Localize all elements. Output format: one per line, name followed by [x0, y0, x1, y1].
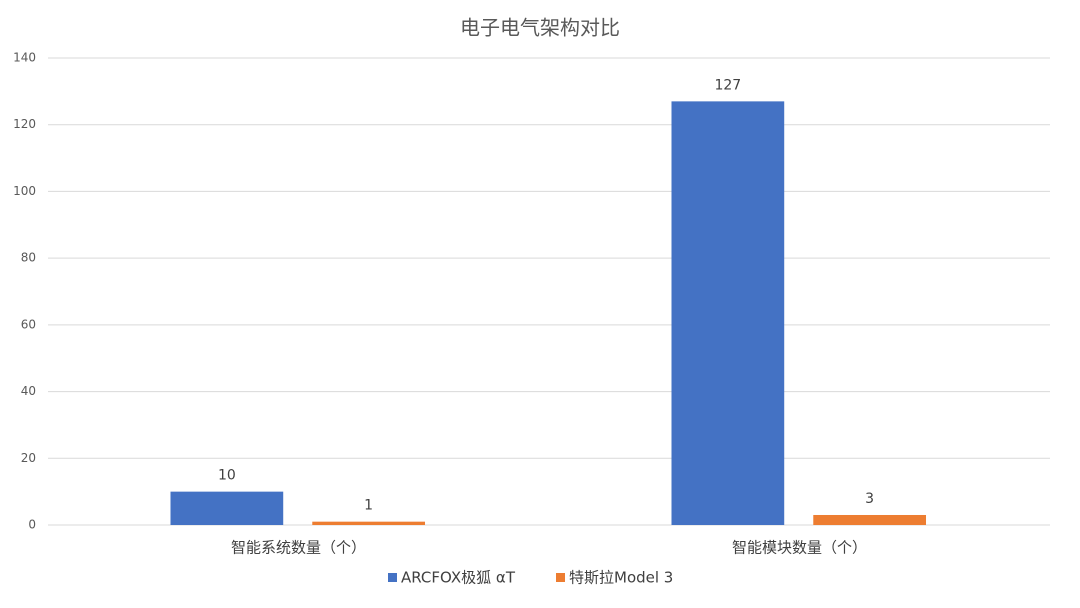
bar	[170, 491, 284, 525]
y-tick-label: 100	[13, 184, 36, 198]
bar	[671, 101, 785, 525]
y-tick-label: 20	[21, 451, 36, 465]
legend-label: 特斯拉Model 3	[569, 569, 673, 587]
data-label: 1	[364, 498, 373, 514]
chart-title: 电子电气架构对比	[460, 16, 620, 40]
x-tick-label: 智能模块数量（个）	[732, 539, 867, 557]
y-tick-label: 120	[13, 117, 36, 131]
bar	[312, 521, 426, 525]
y-tick-label: 0	[28, 518, 36, 532]
legend-swatch	[556, 573, 565, 582]
data-label: 3	[865, 491, 874, 507]
legend-label: ARCFOX极狐 αT	[401, 569, 516, 587]
y-tick-label: 60	[21, 317, 36, 331]
data-label: 127	[714, 77, 741, 93]
data-label: 10	[218, 468, 236, 484]
y-tick-label: 140	[13, 51, 36, 65]
legend-swatch	[388, 573, 397, 582]
bar	[813, 514, 927, 525]
y-tick-label: 80	[21, 251, 36, 265]
y-tick-label: 40	[21, 384, 36, 398]
x-tick-label: 智能系统数量（个）	[231, 539, 366, 557]
